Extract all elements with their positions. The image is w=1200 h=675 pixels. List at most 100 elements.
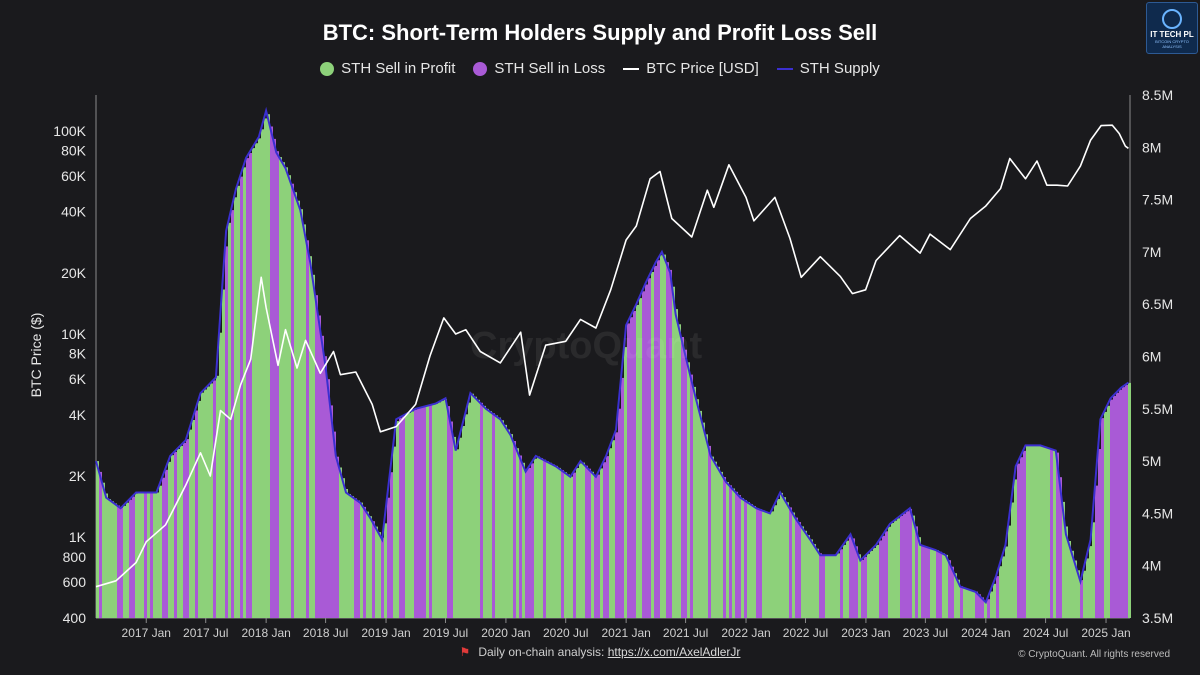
sell-in-loss-bar <box>270 126 273 618</box>
sell-in-profit-bar <box>792 512 795 618</box>
sell-in-profit-bar <box>207 386 210 618</box>
sell-in-loss-bar <box>852 538 855 618</box>
sell-in-profit-bar <box>600 468 603 618</box>
sell-in-profit-bar <box>222 289 225 618</box>
y-tick-left-label: 20K <box>61 265 87 281</box>
sell-in-profit-bar <box>651 272 654 618</box>
footer-link[interactable]: https://x.com/AxelAdlerJr <box>607 645 741 659</box>
sell-in-loss-bar <box>492 413 495 618</box>
sell-in-profit-bar <box>384 523 387 618</box>
y-tick-right-label: 8.5M <box>1142 87 1173 103</box>
legend-item-profit[interactable]: STH Sell in Profit <box>320 60 455 77</box>
sell-in-loss-bar <box>480 402 483 618</box>
legend-dot-loss <box>473 61 488 76</box>
x-tick-label: 2020 Jul <box>543 626 588 640</box>
sell-in-profit-bar <box>867 553 870 618</box>
logo-line1: IT TECH PL <box>1150 30 1194 39</box>
sell-in-profit-bar <box>564 472 567 618</box>
sell-in-profit-bar <box>894 520 897 618</box>
sell-in-loss-bar <box>402 416 405 618</box>
sell-in-profit-bar <box>753 506 756 618</box>
x-tick-label: 2024 Jan <box>961 626 1010 640</box>
sell-in-loss-bar <box>1113 395 1116 618</box>
y-tick-left-label: 800 <box>63 549 87 565</box>
sell-in-loss-bar <box>669 269 672 618</box>
sell-in-loss-bar <box>642 291 645 618</box>
sell-in-loss-bar <box>186 439 189 618</box>
sell-in-profit-bar <box>933 549 936 618</box>
sell-in-loss-bar <box>1095 485 1098 618</box>
sell-in-loss-bar <box>150 492 153 618</box>
sell-in-profit-bar <box>441 400 444 618</box>
sell-in-loss-bar <box>1056 452 1059 618</box>
sell-in-profit-bar <box>705 434 708 618</box>
legend-item-price[interactable]: BTC Price [USD] <box>623 60 759 77</box>
footer-text: Daily on-chain analysis: <box>478 645 608 659</box>
sell-in-profit-bar <box>489 411 492 618</box>
x-tick-label: 2018 Jan <box>241 626 290 640</box>
sell-in-loss-bar <box>528 467 531 618</box>
sell-in-profit-bar <box>111 501 114 618</box>
sell-in-profit-bar <box>453 436 456 618</box>
sell-in-loss-bar <box>723 477 726 618</box>
sell-in-loss-bar <box>900 515 903 618</box>
sell-in-profit-bar <box>969 589 972 618</box>
sell-in-profit-bar <box>156 492 159 618</box>
sell-in-profit-bar <box>234 197 237 619</box>
x-tick-label: 2019 Jul <box>423 626 468 640</box>
sell-in-loss-bar <box>879 540 882 618</box>
logo-line3: ANALYSIS <box>1162 44 1182 49</box>
sell-in-profit-bar <box>663 254 666 618</box>
sell-in-loss-bar <box>561 470 564 618</box>
y-tick-right-label: 5.5M <box>1142 401 1173 417</box>
sell-in-profit-bar <box>126 502 129 618</box>
copyright: © CryptoQuant. All rights reserved <box>1018 649 1170 660</box>
sell-in-profit-bar <box>1029 445 1032 618</box>
sell-in-profit-bar <box>426 406 429 618</box>
sell-in-profit-bar <box>1053 449 1056 618</box>
sell-in-profit-bar <box>135 493 138 618</box>
sell-in-profit-bar <box>843 544 846 618</box>
sell-in-loss-bar <box>399 417 402 618</box>
sell-in-loss-bar <box>306 240 309 619</box>
x-tick-label: 2018 Jul <box>303 626 348 640</box>
sell-in-profit-bar <box>495 415 498 618</box>
sell-in-profit-bar <box>411 411 414 618</box>
sell-in-profit-bar <box>468 402 471 618</box>
sell-in-loss-bar <box>1110 399 1113 618</box>
sell-in-profit-bar <box>786 502 789 618</box>
sell-in-profit-bar <box>957 579 960 618</box>
sell-in-loss-bar <box>363 506 366 618</box>
sell-in-profit-bar <box>474 396 477 618</box>
sell-in-profit-bar <box>504 424 507 618</box>
sell-in-profit-bar <box>261 129 264 619</box>
legend-item-supply[interactable]: STH Supply <box>776 60 880 77</box>
sell-in-profit-bar <box>456 449 459 618</box>
legend-item-loss[interactable]: STH Sell in Loss <box>473 60 605 77</box>
sell-in-loss-bar <box>573 472 576 618</box>
y-tick-left-label: 100K <box>53 123 86 139</box>
sell-in-loss-bar <box>390 472 393 618</box>
sell-in-loss-bar <box>588 468 591 618</box>
sell-in-profit-bar <box>582 462 585 618</box>
sell-in-loss-bar <box>735 491 738 618</box>
sell-in-loss-bar <box>120 507 123 618</box>
sell-in-profit-bar <box>1107 405 1110 618</box>
sell-in-loss-bar <box>756 508 759 618</box>
sell-in-profit-bar <box>537 456 540 618</box>
sell-in-loss-bar <box>513 441 516 618</box>
sell-in-profit-bar <box>813 544 816 618</box>
sell-in-loss-bar <box>759 509 762 618</box>
sell-in-profit-bar <box>159 485 162 618</box>
sell-in-profit-bar <box>696 399 699 618</box>
sell-in-loss-bar <box>273 138 276 618</box>
sell-in-loss-bar <box>975 591 978 618</box>
sell-in-profit-bar <box>831 555 834 618</box>
sell-in-profit-bar <box>726 482 729 618</box>
sell-in-profit-bar <box>711 456 714 618</box>
sell-in-loss-bar <box>423 406 426 618</box>
sell-in-profit-bar <box>1011 502 1014 618</box>
sell-in-profit-bar <box>369 516 372 618</box>
sell-in-profit-bar <box>612 440 615 618</box>
sell-in-loss-bar <box>132 496 135 618</box>
